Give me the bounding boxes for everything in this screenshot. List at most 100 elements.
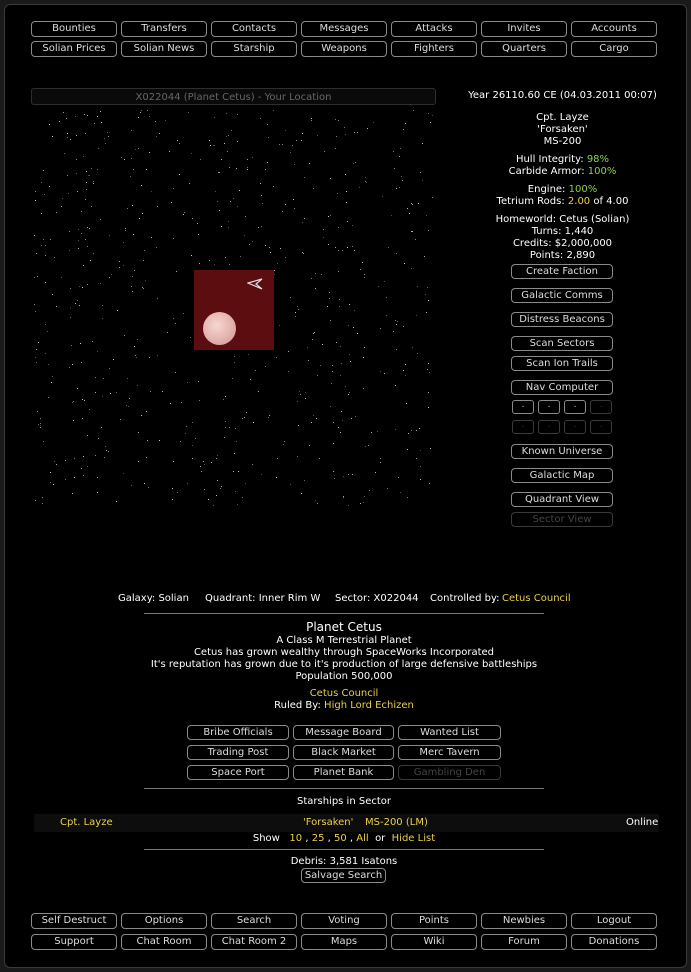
solian-news-nav-button[interactable]: Solian News [121, 41, 207, 57]
star [344, 127, 345, 128]
bribe-officials-button[interactable]: Bribe Officials [187, 725, 289, 740]
hide-list-link[interactable]: Hide List [391, 833, 436, 844]
star [188, 112, 189, 113]
star [341, 411, 342, 412]
ship-icon[interactable] [247, 278, 263, 290]
fighters-nav-button[interactable]: Fighters [391, 41, 477, 57]
maps-nav-button[interactable]: Maps [301, 934, 387, 950]
ship-name-link[interactable]: 'Forsaken' [303, 817, 354, 828]
sector-map[interactable] [34, 110, 434, 510]
ship-captain-link[interactable]: Cpt. Layze [60, 817, 113, 828]
ruler-link[interactable]: High Lord Echizen [324, 700, 414, 711]
search-nav-button[interactable]: Search [211, 913, 297, 929]
bounties-nav-button[interactable]: Bounties [31, 21, 117, 37]
voting-nav-button[interactable]: Voting [301, 913, 387, 929]
star [333, 443, 334, 444]
show-50-link[interactable]: 50 [334, 833, 347, 844]
star [233, 471, 234, 472]
star [41, 245, 42, 246]
create-faction-button[interactable]: Create Faction [511, 264, 613, 279]
star [339, 306, 340, 307]
salvage-search-button[interactable]: Salvage Search [301, 868, 386, 883]
logout-nav-button[interactable]: Logout [571, 913, 657, 929]
quadrant-view-button[interactable]: Quadrant View [511, 492, 613, 507]
planet-bank-button[interactable]: Planet Bank [293, 765, 394, 780]
trading-post-button[interactable]: Trading Post [187, 745, 289, 760]
messages-nav-button[interactable]: Messages [301, 21, 387, 37]
chat-room-2-nav-button[interactable]: Chat Room 2 [211, 934, 297, 950]
message-board-button[interactable]: Message Board [293, 725, 394, 740]
scan-sectors-button[interactable]: Scan Sectors [511, 336, 613, 351]
show-all-link[interactable]: All [356, 833, 369, 844]
star [198, 381, 199, 382]
starship-row[interactable] [34, 814, 659, 832]
donations-nav-button[interactable]: Donations [571, 934, 657, 950]
galactic-map-button[interactable]: Galactic Map [511, 468, 613, 483]
star [393, 151, 394, 152]
black-market-button[interactable]: Black Market [293, 745, 394, 760]
options-nav-button[interactable]: Options [121, 913, 207, 929]
contacts-nav-button[interactable]: Contacts [211, 21, 297, 37]
weapons-nav-button[interactable]: Weapons [301, 41, 387, 57]
star [35, 500, 36, 501]
current-sector-cell[interactable] [194, 270, 274, 350]
star [407, 208, 408, 209]
star [274, 274, 275, 275]
support-nav-button[interactable]: Support [31, 934, 117, 950]
star [125, 230, 126, 231]
nav-button-2[interactable]: . [538, 400, 560, 414]
solian-prices-nav-button[interactable]: Solian Prices [31, 41, 117, 57]
star [229, 427, 230, 428]
wanted-list-button[interactable]: Wanted List [398, 725, 501, 740]
ship-class-link[interactable]: MS-200 (LM) [365, 817, 428, 828]
forum-nav-button[interactable]: Forum [481, 934, 567, 950]
planet-details: Planet Cetus A Class M Terrestrial Plane… [94, 620, 594, 712]
nav-computer-button[interactable]: Nav Computer [511, 380, 613, 395]
star [273, 186, 274, 187]
transfers-nav-button[interactable]: Transfers [121, 21, 207, 37]
scan-ion-trails-button[interactable]: Scan Ion Trails [511, 356, 613, 371]
star [297, 401, 298, 402]
galactic-comms-button[interactable]: Galactic Comms [511, 288, 613, 303]
wiki-nav-button[interactable]: Wiki [391, 934, 477, 950]
list-controls: Show 10 , 25 , 50 , All or Hide List [94, 833, 594, 845]
star [330, 215, 331, 216]
cargo-nav-button[interactable]: Cargo [571, 41, 657, 57]
chat-room-nav-button[interactable]: Chat Room [121, 934, 207, 950]
star [146, 411, 147, 412]
self-destruct-nav-button[interactable]: Self Destruct [31, 913, 117, 929]
quarters-nav-button[interactable]: Quarters [481, 41, 567, 57]
planet-icon[interactable] [203, 312, 236, 345]
known-universe-button[interactable]: Known Universe [511, 444, 613, 459]
star [56, 464, 57, 465]
attacks-nav-button[interactable]: Attacks [391, 21, 477, 37]
star [365, 181, 366, 182]
star [48, 364, 49, 365]
controlled-by-link[interactable]: Cetus Council [502, 593, 571, 604]
star [94, 123, 95, 124]
star [77, 300, 78, 301]
show-10-link[interactable]: 10 [289, 833, 303, 844]
ship-name: 'Forsaken' [537, 124, 588, 135]
star [382, 196, 383, 197]
nav-button-3[interactable]: . [564, 400, 586, 414]
planet-council-link[interactable]: Cetus Council [309, 688, 379, 699]
star [394, 168, 395, 169]
starship-nav-button[interactable]: Starship [211, 41, 297, 57]
star [81, 211, 82, 212]
star [276, 357, 277, 358]
star [143, 288, 144, 289]
points-nav-button[interactable]: Points [391, 913, 477, 929]
merc-tavern-button[interactable]: Merc Tavern [398, 745, 501, 760]
star [151, 191, 152, 192]
nav-button-1[interactable]: . [512, 400, 534, 414]
space-port-button[interactable]: Space Port [187, 765, 289, 780]
accounts-nav-button[interactable]: Accounts [571, 21, 657, 37]
star [85, 199, 86, 200]
distress-beacons-button[interactable]: Distress Beacons [511, 312, 613, 327]
star [209, 140, 210, 141]
show-25-link[interactable]: 25 [311, 833, 325, 844]
newbies-nav-button[interactable]: Newbies [481, 913, 567, 929]
invites-nav-button[interactable]: Invites [481, 21, 567, 37]
star [38, 342, 39, 343]
